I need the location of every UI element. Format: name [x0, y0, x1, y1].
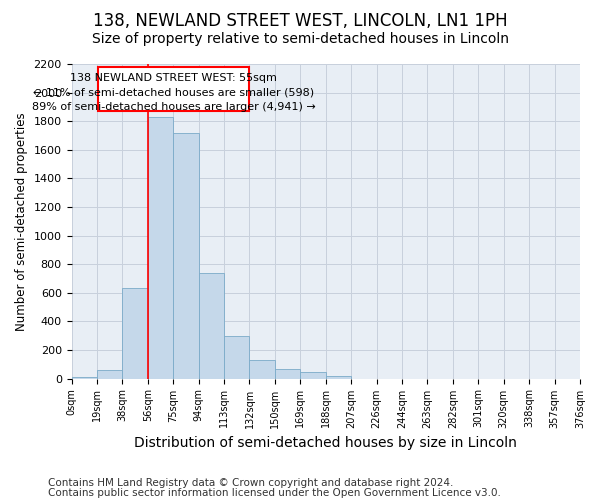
FancyBboxPatch shape [98, 67, 250, 111]
Bar [301, 372, 326, 378]
Bar [71, 377, 97, 378]
Text: Contains public sector information licensed under the Open Government Licence v3: Contains public sector information licen… [48, 488, 501, 498]
Bar [199, 273, 224, 378]
Y-axis label: Number of semi-detached properties: Number of semi-detached properties [15, 112, 28, 330]
X-axis label: Distribution of semi-detached houses by size in Lincoln: Distribution of semi-detached houses by … [134, 436, 517, 450]
Text: ← 11% of semi-detached houses are smaller (598): ← 11% of semi-detached houses are smalle… [33, 88, 314, 98]
Text: Size of property relative to semi-detached houses in Lincoln: Size of property relative to semi-detach… [91, 32, 509, 46]
Bar [148, 117, 173, 378]
Bar [173, 132, 199, 378]
Text: 138 NEWLAND STREET WEST: 55sqm: 138 NEWLAND STREET WEST: 55sqm [70, 73, 277, 83]
Bar [122, 288, 148, 378]
Bar [224, 336, 250, 378]
Bar [250, 360, 275, 378]
Bar [326, 376, 351, 378]
Bar [97, 370, 122, 378]
Text: 138, NEWLAND STREET WEST, LINCOLN, LN1 1PH: 138, NEWLAND STREET WEST, LINCOLN, LN1 1… [92, 12, 508, 30]
Text: Contains HM Land Registry data © Crown copyright and database right 2024.: Contains HM Land Registry data © Crown c… [48, 478, 454, 488]
Bar [275, 370, 301, 378]
Text: 89% of semi-detached houses are larger (4,941) →: 89% of semi-detached houses are larger (… [32, 102, 316, 113]
